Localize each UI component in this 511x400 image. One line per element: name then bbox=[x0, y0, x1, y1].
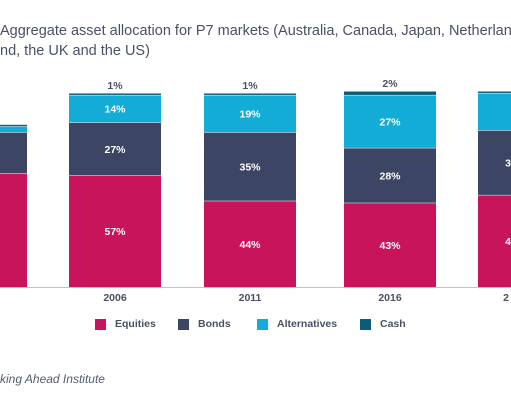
legend-label-alternatives: Alternatives bbox=[277, 318, 338, 330]
right-partial-equities-label: 4 bbox=[505, 236, 511, 248]
legend-item-equities: Equities bbox=[95, 314, 156, 334]
legend-item-bonds: Bonds bbox=[178, 314, 231, 334]
legend-label-equities: Equities bbox=[115, 318, 156, 330]
bar-2011-cash-label: 1% bbox=[242, 80, 258, 92]
legend-swatch-alternatives bbox=[257, 318, 268, 330]
bar-2016-equities-segment bbox=[344, 202, 436, 287]
bar-2011-equities-segment bbox=[204, 200, 296, 287]
right-partial-bar-alternatives-segment bbox=[478, 92, 511, 131]
bar-2006-cash-separator bbox=[69, 92, 161, 94]
bar-2016-equities-label: 43% bbox=[379, 240, 401, 252]
bar-2006-cash-segment bbox=[69, 92, 161, 95]
bar-2016-alternatives-segment bbox=[344, 94, 436, 148]
bar-2011-bonds-segment bbox=[204, 132, 296, 201]
bar-2011-cash-segment bbox=[204, 92, 296, 95]
bar-2006-category-label: 2006 bbox=[103, 292, 127, 304]
right-partial-bar-cash-separator bbox=[478, 90, 511, 92]
bar-2011-alternatives-label: 19% bbox=[239, 109, 261, 121]
bar-2006-equities-segment bbox=[69, 175, 161, 287]
legend-label-cash: Cash bbox=[380, 318, 406, 330]
bar-2006-alternatives-label: 14% bbox=[104, 104, 126, 116]
stacked-bar-chart: 57% 27% 14% 1% 2006 44% 35% 19% 1% 2011 43% 28% 27% 2… bbox=[0, 78, 511, 304]
bar-2006-cash-label: 1% bbox=[107, 80, 123, 92]
bar-2006-equities-label: 57% bbox=[104, 226, 126, 238]
bar-2011-category-label: 2011 bbox=[239, 292, 262, 304]
left-partial-bar-cash-segment bbox=[0, 124, 27, 127]
bar-2006-bonds-segment bbox=[69, 122, 161, 176]
bar-2016-cash-separator bbox=[344, 90, 436, 92]
bar-2011-bonds-label: 35% bbox=[239, 161, 261, 173]
bar-2006-bonds-label: 27% bbox=[104, 144, 126, 156]
bar-2006-alternatives-segment bbox=[69, 94, 161, 123]
chart-title-line-2: nd, the UK and the US) bbox=[0, 43, 150, 59]
legend-swatch-equities bbox=[95, 318, 106, 330]
bar-2011-alternatives-segment bbox=[204, 94, 296, 133]
right-partial-bar-bonds-segment bbox=[478, 130, 511, 195]
source-note: king Ahead Institute bbox=[0, 372, 105, 386]
bar-2011-equities-label: 44% bbox=[239, 239, 261, 251]
legend-item-cash: Cash bbox=[360, 314, 406, 334]
legend-label-bonds: Bonds bbox=[198, 318, 231, 330]
legend-item-alternatives: Alternatives bbox=[257, 314, 337, 334]
right-partial-bar-equities-segment bbox=[478, 194, 511, 287]
bar-2016-cash-segment bbox=[344, 91, 436, 95]
bar-2016-alternatives-label: 27% bbox=[379, 116, 401, 128]
chart-legend: Equities Bonds Alternatives Cash bbox=[0, 314, 511, 334]
bar-2016-category-label: 2016 bbox=[378, 292, 402, 304]
left-partial-bar-bonds-segment bbox=[0, 132, 27, 174]
legend-swatch-bonds bbox=[178, 318, 189, 330]
bar-2016-cash-label: 2% bbox=[382, 78, 398, 90]
bar-2016-bonds-segment bbox=[344, 147, 436, 203]
right-partial-bar-cash-segment bbox=[478, 91, 511, 93]
left-partial-bar-equities-segment bbox=[0, 173, 27, 287]
chart-title-line-1: Aggregate asset allocation for P7 market… bbox=[0, 23, 511, 39]
right-partial-bonds-label: 3 bbox=[505, 158, 511, 170]
left-partial-bar-cash-separator bbox=[0, 123, 27, 125]
legend-swatch-cash bbox=[360, 318, 371, 330]
right-partial-category-label: 2 bbox=[503, 292, 509, 304]
bar-2011-cash-separator bbox=[204, 92, 296, 94]
left-partial-bar-alternatives-segment bbox=[0, 126, 27, 133]
chart-title: Aggregate asset allocation for P7 market… bbox=[0, 21, 511, 61]
bar-2016-bonds-label: 28% bbox=[379, 170, 401, 182]
